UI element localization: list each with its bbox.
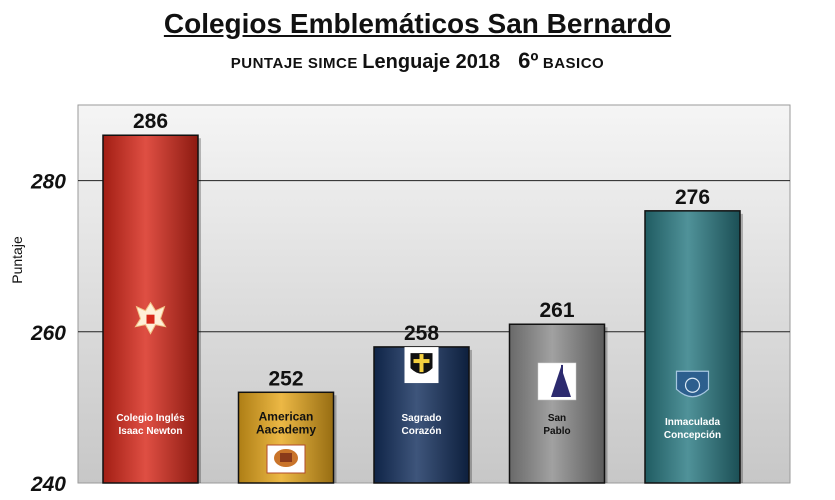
chart-subtitle: PUNTAJE SIMCE Lenguaje 2018 6º BASICO	[0, 48, 835, 74]
category-label-line: Inmaculada	[665, 417, 720, 428]
category-label-line: Isaac Newton	[119, 426, 183, 437]
bar	[644, 210, 741, 484]
category-label-line: Corazón	[402, 426, 442, 437]
category-label-line: Aacademy	[256, 422, 316, 436]
chart-title: Colegios Emblemáticos San Bernardo	[163, 8, 672, 39]
y-tick-label: 260	[30, 322, 66, 345]
data-label: 258	[404, 322, 439, 345]
data-label: 252	[268, 367, 303, 390]
y-tick-label: 280	[30, 171, 66, 194]
shield-crest-icon	[404, 347, 439, 384]
category-label-line: Pablo	[543, 426, 570, 437]
ic-crest-icon	[675, 370, 710, 398]
category-label: Colegio Inglés Isaac Newton	[116, 413, 185, 437]
category-label: San Pablo	[543, 413, 570, 437]
category-label: Inmaculada Concepción	[664, 417, 721, 441]
category-label-line: Sagrado	[401, 413, 441, 424]
data-label: 261	[539, 299, 574, 322]
category-label-line: Concepción	[664, 430, 721, 441]
subtitle-puntaje: PUNTAJE SIMCE	[230, 55, 358, 72]
academy-crest-icon	[266, 444, 306, 474]
subtitle-level: BASICO	[542, 55, 605, 72]
category-label-line: San	[548, 413, 566, 424]
category-label: Sagrado Corazón	[401, 413, 441, 437]
category-label: American Aacademy	[256, 409, 316, 436]
data-label: 286	[133, 110, 168, 133]
ispm-logo-icon	[537, 362, 577, 401]
data-label: 276	[675, 186, 710, 209]
category-label-line: Colegio Inglés	[116, 413, 185, 424]
category-label-line: American	[259, 409, 314, 423]
eagle-crest-icon	[134, 301, 167, 335]
subtitle-subject: Lenguaje 2018	[362, 51, 501, 73]
bar	[508, 323, 606, 484]
subtitle-grade: 6º	[518, 48, 539, 73]
y-tick-label: 240	[30, 473, 66, 496]
